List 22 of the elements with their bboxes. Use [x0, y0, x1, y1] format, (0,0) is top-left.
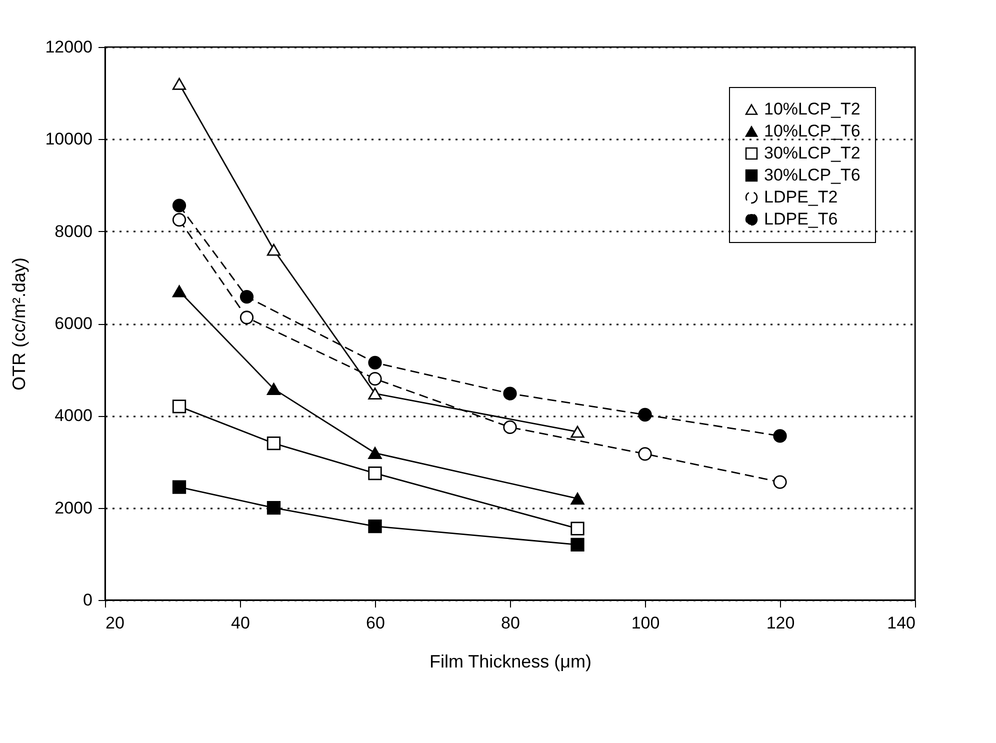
x-tick-label: 40: [231, 614, 250, 632]
x-axis-title: Film Thickness (μm): [429, 652, 592, 672]
y-tick-label: 10000: [45, 130, 92, 149]
y-tick-label: 8000: [54, 222, 92, 241]
x-tick-label: 100: [631, 614, 660, 632]
legend-label: 10%LCP_T6: [764, 122, 860, 140]
legend-label: 30%LCP_T2: [764, 144, 860, 162]
x-tick-label: 80: [501, 614, 520, 632]
y-tick-label: 0: [83, 590, 92, 610]
y-tick-label: 2000: [54, 498, 92, 518]
legend-label: LDPE_T2: [764, 188, 838, 206]
x-tick-label: 140: [887, 614, 916, 632]
y-tick-label: 4000: [54, 406, 92, 426]
x-tick-label: 20: [106, 614, 124, 632]
y-axis-title: OTR (cc/m².day): [9, 258, 30, 390]
legend-label: 30%LCP_T6: [764, 166, 860, 184]
legend-label: LDPE_T6: [764, 210, 838, 228]
legend-label: 10%LCP_T2: [764, 100, 860, 118]
y-tick-label: 6000: [54, 314, 92, 333]
x-tick-label: 60: [366, 614, 385, 632]
x-tick-label: 120: [766, 614, 795, 632]
y-tick-label: 12000: [45, 38, 92, 56]
